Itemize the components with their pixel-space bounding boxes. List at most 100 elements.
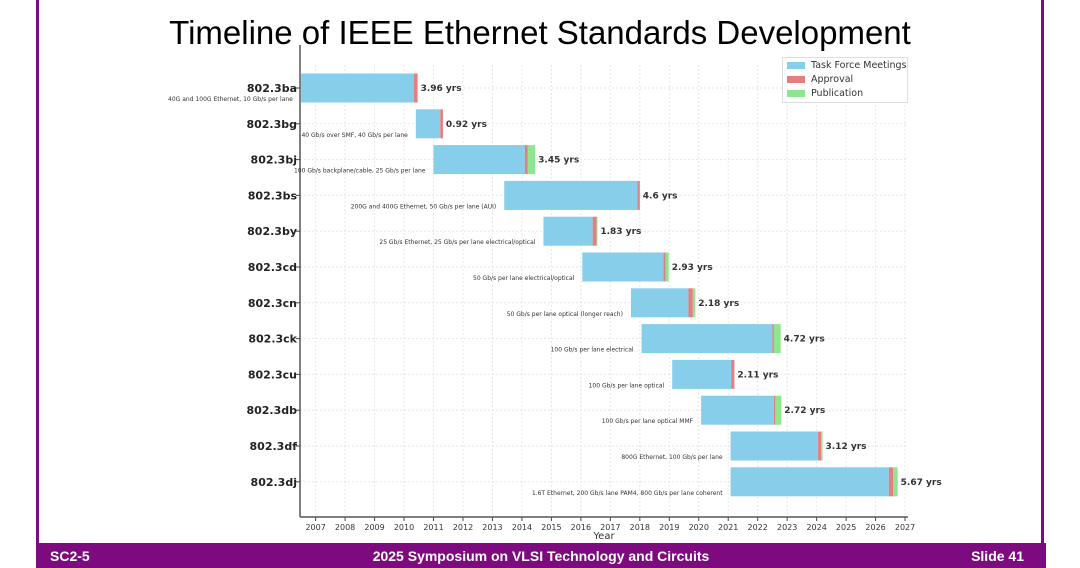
- x-tick-label: 2013: [482, 523, 502, 532]
- x-tick-label: 2019: [659, 523, 679, 532]
- duration-label: 1.83 yrs: [600, 227, 641, 237]
- legend-item-approval: Approval: [783, 73, 907, 86]
- x-tick-label: 2015: [541, 523, 561, 532]
- standard-description: 200G and 400G Ethernet, 50 Gb/s per lane…: [351, 203, 497, 210]
- x-tick-label: 2012: [453, 523, 473, 532]
- bar-approval: [663, 252, 666, 282]
- bar-publication: [773, 324, 781, 354]
- bar-approval: [731, 359, 735, 389]
- legend-swatch-approval: [787, 76, 805, 83]
- session-code: SC2-5: [50, 548, 90, 564]
- duration-label: 0.92 yrs: [446, 120, 487, 130]
- bar-publication: [893, 467, 898, 497]
- bar-task-force: [415, 109, 441, 139]
- bar-approval: [688, 288, 693, 318]
- standard-description: 50 Gb/s per lane optical (longer reach): [507, 311, 623, 318]
- standard-description: 25 Gb/s Ethernet, 25 Gb/s per lane elect…: [379, 239, 535, 246]
- standard-description: 40 Gb/s over SMF, 40 Gb/s per lane: [301, 132, 408, 139]
- standard-description: 50 Gb/s per lane electrical/optical: [473, 275, 575, 282]
- bar-approval: [524, 145, 528, 175]
- standard-description: 100 Gb/s backplane/cable, 25 Gb/s per la…: [294, 168, 426, 175]
- x-tick-label: 2022: [748, 523, 768, 532]
- x-tick-label: 2009: [364, 523, 384, 532]
- standard-name: 802.3ba: [247, 82, 297, 95]
- bar-task-force: [730, 467, 889, 497]
- bar-approval: [888, 467, 894, 497]
- standard-name: 802.3ck: [248, 333, 297, 346]
- duration-label: 4.72 yrs: [784, 335, 825, 345]
- x-tick-label: 2023: [777, 523, 797, 532]
- chart-legend: Task Force Meetings Approval Publication: [782, 57, 908, 103]
- x-tick-label: 2010: [394, 523, 414, 532]
- standard-name: 802.3cu: [248, 368, 297, 381]
- duration-label: 5.67 yrs: [901, 478, 942, 488]
- standard-name: 802.3cn: [248, 297, 297, 310]
- legend-item-publication: Publication: [783, 87, 907, 100]
- standard-description: 40G and 100G Ethernet, 10 Gb/s per lane: [168, 96, 293, 103]
- x-tick-label: 2020: [689, 523, 709, 532]
- bar-approval: [637, 180, 640, 210]
- duration-label: 2.11 yrs: [737, 370, 778, 380]
- bar-approval: [772, 324, 774, 354]
- standard-description: 1.6T Ethernet, 200 Gb/s lane PAM4, 800 G…: [532, 490, 723, 497]
- legend-swatch-publication: [787, 90, 805, 97]
- conference-name: 2025 Symposium on VLSI Technology and Ci…: [372, 548, 710, 564]
- bar-publication: [596, 216, 598, 246]
- duration-label: 2.18 yrs: [698, 299, 739, 309]
- bar-publication: [527, 145, 536, 175]
- standard-name: 802.3db: [246, 404, 297, 417]
- x-tick-label: 2018: [630, 523, 650, 532]
- x-axis-label: Year: [592, 531, 615, 542]
- bar-task-force: [582, 252, 664, 282]
- bar-approval: [773, 395, 776, 425]
- legend-label: Task Force Meetings: [811, 60, 907, 71]
- slide-number: Slide 41: [971, 548, 1024, 564]
- bar-task-force: [543, 216, 593, 246]
- x-tick-label: 2011: [423, 523, 443, 532]
- x-tick-label: 2008: [335, 523, 355, 532]
- standard-name: 802.3cd: [248, 261, 297, 274]
- slide-footer: SC2-5 2025 Symposium on VLSI Technology …: [36, 543, 1046, 568]
- duration-label: 4.6 yrs: [643, 191, 678, 201]
- standard-description: 100 Gb/s per lane electrical: [551, 347, 634, 354]
- x-tick-label: 2021: [718, 523, 738, 532]
- x-tick-label: 2024: [806, 523, 826, 532]
- legend-swatch-task: [787, 62, 805, 69]
- duration-label: 2.72 yrs: [784, 406, 825, 416]
- x-tick-label: 2007: [305, 523, 325, 532]
- duration-label: 3.45 yrs: [538, 156, 579, 166]
- standard-name: 802.3by: [247, 225, 297, 238]
- bar-task-force: [672, 359, 732, 389]
- standard-name: 802.3bs: [248, 189, 298, 202]
- standard-description: 800G Ethernet, 100 Gb/s per lane: [621, 454, 723, 461]
- legend-label: Approval: [811, 74, 854, 85]
- bar-task-force: [433, 145, 525, 175]
- standard-description: 100 Gb/s per lane optical: [589, 382, 665, 389]
- x-tick-label: 2027: [895, 523, 915, 532]
- x-tick-label: 2016: [571, 523, 591, 532]
- bar-task-force: [630, 288, 689, 318]
- bar-publication: [775, 395, 782, 425]
- duration-label: 3.96 yrs: [421, 84, 462, 94]
- legend-label: Publication: [811, 88, 864, 99]
- x-tick-label: 2026: [865, 523, 885, 532]
- bar-publication: [692, 288, 696, 318]
- bar-task-force: [730, 431, 819, 461]
- bar-publication: [821, 431, 823, 461]
- bar-approval: [413, 73, 418, 103]
- bar-approval: [592, 216, 597, 246]
- bar-task-force: [300, 73, 414, 103]
- duration-label: 2.93 yrs: [672, 263, 713, 273]
- standard-name: 802.3df: [250, 440, 298, 453]
- bar-task-force: [641, 324, 773, 354]
- x-tick-label: 2014: [512, 523, 532, 532]
- standard-name: 802.3bj: [251, 154, 297, 167]
- bar-task-force: [701, 395, 774, 425]
- bar-approval: [818, 431, 822, 461]
- standard-description: 100 Gb/s per lane optical MMF: [602, 418, 694, 425]
- legend-item-task: Task Force Meetings: [783, 59, 907, 72]
- x-tick-label: 2025: [836, 523, 856, 532]
- x-tick-label: 2017: [600, 523, 620, 532]
- standard-name: 802.3bg: [246, 118, 297, 131]
- bar-approval: [440, 109, 443, 139]
